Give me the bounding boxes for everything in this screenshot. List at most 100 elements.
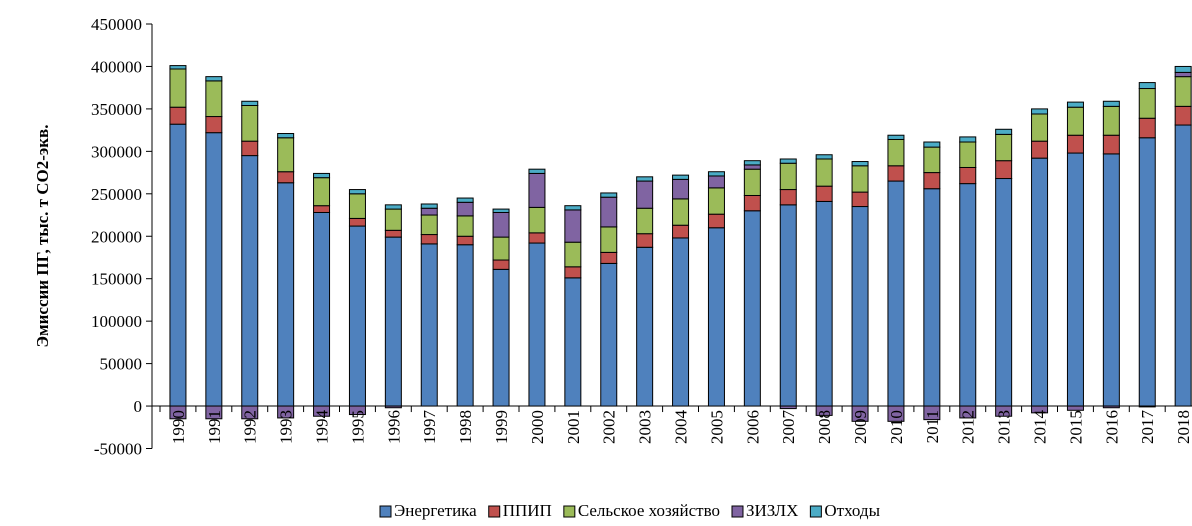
bar-segment [205, 132, 223, 407]
bar-segment [492, 208, 510, 213]
bar-segment [743, 160, 761, 166]
bar-segment [1102, 105, 1120, 136]
bar-segment [600, 192, 618, 198]
bar-segment [600, 226, 618, 253]
bar-segment [707, 171, 725, 177]
x-tick-label: 2001 [564, 410, 583, 444]
bar-segment [1066, 101, 1084, 108]
x-tick-label: 1996 [384, 410, 403, 444]
y-tick-label: 150000 [91, 270, 142, 289]
bar-segment [384, 229, 402, 238]
bar-segment [241, 100, 259, 107]
bar-segment [420, 203, 438, 209]
bar-segment [492, 268, 510, 407]
legend-label: ЗИЗЛХ [746, 501, 798, 520]
bar-segment [636, 233, 654, 248]
x-tick-label: 2015 [1066, 410, 1085, 444]
bar-segment [707, 187, 725, 215]
bar-segment [241, 105, 259, 142]
bar-segment [169, 106, 187, 125]
bar-segment [923, 188, 941, 407]
bar-segment [528, 206, 546, 234]
legend-swatch [731, 505, 744, 518]
y-tick-label: 450000 [91, 15, 142, 34]
bar-segment [277, 405, 295, 419]
bar-segment [887, 138, 905, 167]
y-tick-label: 250000 [91, 185, 142, 204]
bar-segment [672, 224, 690, 239]
bar-segment [1031, 405, 1049, 414]
bar-segment [851, 405, 869, 422]
x-tick-label: 2000 [528, 410, 547, 444]
x-tick-label: 2016 [1102, 410, 1121, 444]
x-tick-label: 2006 [743, 410, 762, 444]
bar-segment [205, 116, 223, 134]
bar-segment [1102, 405, 1120, 409]
bar-segment [851, 165, 869, 193]
bar-segment [420, 234, 438, 245]
bar-segment [1066, 405, 1084, 411]
bar-segment [205, 80, 223, 118]
bar-segment [707, 175, 725, 189]
legend-label: Сельское хозяйство [578, 501, 720, 520]
bar-segment [600, 262, 618, 407]
bar-segment [887, 165, 905, 182]
bar-segment [959, 405, 977, 419]
bar-segment [169, 68, 187, 108]
bar-segment [779, 189, 797, 206]
bar-segment [277, 133, 295, 139]
bar-segment [995, 133, 1013, 162]
bar-segment [1174, 124, 1192, 407]
bar-segment [600, 196, 618, 228]
bar-segment [1102, 100, 1120, 107]
legend-label: Энергетика [394, 501, 477, 520]
bar-segment [564, 209, 582, 243]
x-tick-label: 2003 [636, 410, 655, 444]
bar-segment [1066, 152, 1084, 407]
x-tick-label: 2012 [959, 410, 978, 444]
y-axis-label: Эмиссии ПГ, тыс. т СО2-экв. [33, 125, 52, 348]
bar-segment [743, 210, 761, 407]
bar-segment [241, 155, 259, 407]
bar-segment [313, 211, 331, 407]
bar-segment [995, 160, 1013, 180]
bar-segment [851, 191, 869, 208]
bar-segment [1031, 140, 1049, 159]
bar-segment [348, 225, 366, 407]
x-tick-label: 1993 [277, 410, 296, 444]
y-tick-label: -50000 [94, 440, 142, 459]
bar-segment [1066, 134, 1084, 154]
x-tick-label: 1990 [169, 410, 188, 444]
bar-segment [1174, 71, 1192, 78]
bar-segment [420, 214, 438, 236]
legend-swatch [379, 505, 392, 518]
bar-segment [277, 137, 295, 173]
x-tick-label: 2004 [672, 410, 691, 445]
bar-segment [815, 154, 833, 160]
x-tick-label: 2008 [815, 410, 834, 444]
bar-segment [1031, 113, 1049, 142]
x-tick-label: 2005 [707, 410, 726, 444]
bar-segment [313, 177, 331, 207]
x-tick-label: 2007 [779, 410, 798, 445]
x-tick-label: 2010 [887, 410, 906, 444]
bar-segment [313, 205, 331, 213]
bar-segment [384, 405, 402, 409]
bar-segment [600, 251, 618, 264]
bar-segment [492, 236, 510, 261]
bar-segment [241, 405, 259, 420]
bar-segment [384, 236, 402, 407]
bar-segment [779, 405, 797, 410]
bar-segment [815, 200, 833, 407]
bar-segment [815, 405, 833, 416]
legend: Энергетика ППИП Сельское хозяйство ЗИЗЛХ Отх… [379, 501, 881, 520]
bar-segment [743, 164, 761, 170]
x-tick-label: 2017 [1138, 410, 1157, 445]
x-tick-label: 1995 [348, 410, 367, 444]
bar-segment [636, 207, 654, 235]
bar-segment [564, 241, 582, 268]
bar-segment [1174, 76, 1192, 107]
bar-segment [815, 185, 833, 202]
bar-segment [743, 168, 761, 196]
